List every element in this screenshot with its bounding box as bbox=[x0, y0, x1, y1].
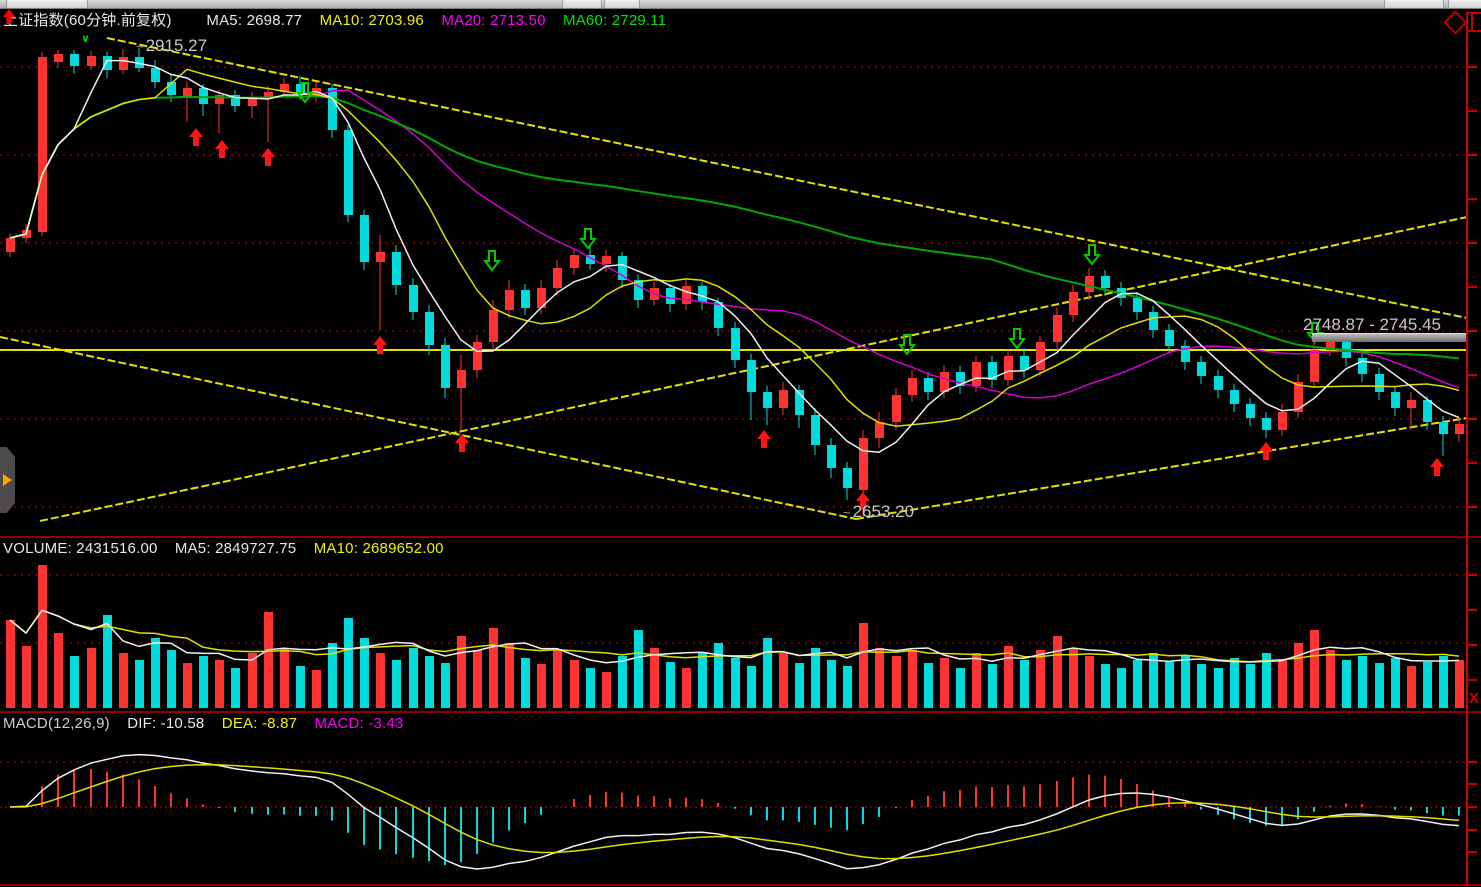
volume-legend: VOLUME: 2431516.00 MA5: 2849727.75 MA10:… bbox=[3, 540, 457, 557]
high-tick: ~ bbox=[136, 39, 144, 54]
legend-ma60: MA60: 2729.11 bbox=[563, 12, 667, 29]
instrument-title: 上证指数(60分钟.前复权) bbox=[3, 12, 172, 29]
sell-signal-icon bbox=[897, 334, 917, 356]
volume-ma5: MA5: 2849727.75 bbox=[174, 540, 297, 557]
buy-signal-icon bbox=[455, 434, 469, 452]
buy-signal-icon bbox=[215, 140, 229, 158]
legend-ma5: MA5: 2698.77 bbox=[206, 12, 303, 29]
macd-layer bbox=[9, 753, 1460, 870]
candles-layer bbox=[6, 48, 1464, 517]
price-ma-lines bbox=[9, 59, 1460, 453]
volume-ma10: MA10: 2689652.00 bbox=[313, 540, 444, 557]
low-price-label: ~2653.20 bbox=[843, 502, 915, 521]
sell-signal-icon bbox=[295, 82, 315, 104]
main-chart-legend: 上证指数(60分钟.前复权) MA5: 2698.77 MA10: 2703.9… bbox=[3, 9, 679, 30]
buy-signal-icon bbox=[1259, 442, 1273, 460]
flyout-arrow-icon bbox=[3, 474, 12, 486]
macd-legend: MACD(12,26,9) DIF: -10.58 DEA: -8.87 MAC… bbox=[3, 715, 416, 732]
range-price-label: 2748.87 - 2745.45 bbox=[1303, 315, 1442, 334]
legend-ma20: MA20: 2713.50 bbox=[441, 12, 546, 29]
legend-ma10: MA10: 2703.96 bbox=[319, 12, 424, 29]
panel-toggle-icon[interactable] bbox=[1466, 12, 1481, 32]
trendlines bbox=[0, 37, 1468, 522]
macd-dea: DEA: -8.87 bbox=[221, 715, 298, 732]
low-tick: ~ bbox=[843, 505, 851, 520]
toolbar-button[interactable] bbox=[1448, 0, 1481, 8]
macd-name: MACD(12,26,9) bbox=[3, 715, 110, 732]
top-toolbar[interactable] bbox=[0, 0, 1481, 9]
buy-signal-icon bbox=[856, 492, 870, 510]
sidebar-flyout-handle[interactable] bbox=[0, 447, 15, 513]
high-price-label: ~2915.27 bbox=[136, 36, 208, 55]
sell-signal-icon bbox=[1082, 244, 1102, 266]
toolbar-button[interactable] bbox=[562, 0, 602, 8]
sell-signal-icon bbox=[1007, 328, 1027, 350]
toolbar-button[interactable] bbox=[604, 0, 640, 8]
volume-layer bbox=[6, 565, 1464, 708]
toolbar-button[interactable] bbox=[1384, 0, 1444, 8]
buy-signal-icon bbox=[757, 430, 771, 448]
buy-signal-icon bbox=[373, 336, 387, 354]
macd-dif: DIF: -10.58 bbox=[127, 715, 205, 732]
macd-value: MACD: -3.43 bbox=[314, 715, 404, 732]
buy-signal-icon bbox=[1430, 458, 1444, 476]
axis-layer bbox=[0, 28, 1481, 886]
price-range-bar bbox=[1312, 333, 1466, 342]
mini-check-mark: ∨ bbox=[81, 33, 90, 45]
buy-signal-icon bbox=[261, 148, 275, 166]
toolbar-button[interactable] bbox=[6, 0, 88, 8]
sell-signal-icon bbox=[578, 228, 598, 250]
buy-signal-icon bbox=[189, 128, 203, 146]
volume-value: VOLUME: 2431516.00 bbox=[3, 540, 158, 557]
sell-signal-icon bbox=[482, 250, 502, 272]
volume-pane-close-button[interactable]: X bbox=[1469, 690, 1480, 707]
signal-markers bbox=[189, 82, 1444, 510]
